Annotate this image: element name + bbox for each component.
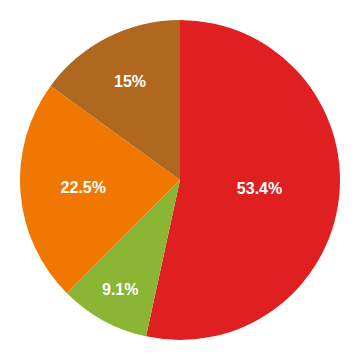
svg-text:53.4%: 53.4% xyxy=(237,180,282,197)
svg-text:9.1%: 9.1% xyxy=(102,281,138,298)
svg-text:22.5%: 22.5% xyxy=(61,179,106,196)
svg-text:15%: 15% xyxy=(114,73,146,90)
